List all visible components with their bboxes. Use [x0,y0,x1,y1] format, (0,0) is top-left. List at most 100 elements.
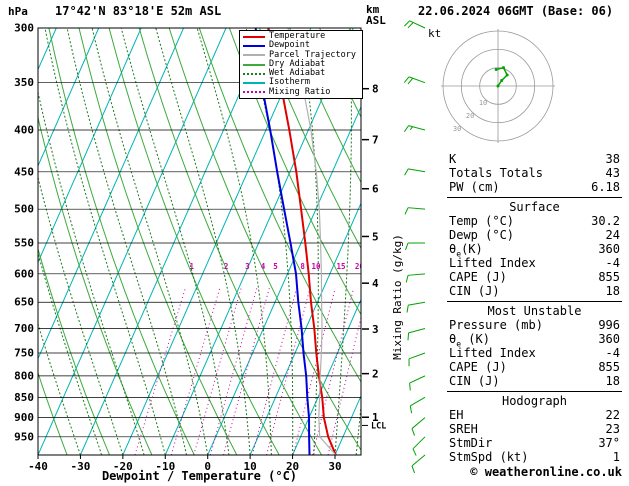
table-row-sreh: SREH 23 [449,422,620,436]
legend-item-label: Temperature [269,31,326,41]
lcl-marker: LCL [362,421,386,431]
station-title: 17°42'N 83°18'E 52m ASL [55,4,222,18]
svg-text:LCL: LCL [371,421,386,431]
svg-text:25: 25 [369,262,378,271]
legend-item-temperature: Temperature [243,31,359,41]
svg-text:800: 800 [14,369,34,382]
svg-text:20: 20 [355,262,365,271]
svg-text:700: 700 [14,322,34,335]
table-row-label: PW (cm) [449,180,500,194]
hodograph: 10 20 30 [441,29,555,143]
table-row-stmspd: StmSpd (kt) 1 [449,450,620,464]
table-section-surface: Surface Temp (°C) 30.2 Dewp (°C) 24 θe(K) 3… [447,197,622,298]
svg-text:20: 20 [466,112,474,120]
legend-item-isotherm: Isotherm [243,78,359,87]
svg-text:350: 350 [14,76,34,89]
svg-text:300: 300 [14,22,34,35]
altitude-unit-km-label: km [366,3,380,16]
table-section-most-unstable: Most Unstable Pressure (mb) 996 θe (K) 360… [447,301,622,388]
svg-text:3: 3 [372,323,379,336]
table-row-value: 43 [605,166,620,180]
svg-text:-10: -10 [155,460,175,473]
svg-text:500: 500 [14,203,34,216]
legend-item-mixing-ratio: Mixing Ratio [243,86,359,97]
legend: Temperature Dewpoint Parcel Trajectory D… [239,30,363,100]
dry-adiabat-line-swatch [243,63,265,66]
datetime-title: 22.06.2024 06GMT (Base: 06) [418,4,614,18]
x-axis-label: Dewpoint / Temperature (°C) [101,469,298,483]
svg-text:550: 550 [14,236,34,249]
credit-footer: © weatheronline.co.uk [470,465,622,479]
table-section-header: Surface [509,200,560,214]
table-row-surface-temp: Temp (°C) 30.2 [449,214,620,228]
table-row-label: Totals Totals [449,166,543,180]
svg-text:8: 8 [372,83,379,96]
hodograph-unit-label: kt [428,27,442,40]
svg-text:-30: -30 [70,460,90,473]
temperature-line-swatch [243,35,265,38]
parcel-line-swatch [243,54,265,57]
table-row-totals-totals: Totals Totals 43 [447,166,622,180]
svg-text:950: 950 [14,430,34,443]
svg-text:30: 30 [453,125,461,133]
table-row-surface-dewp: Dewp (°C) 24 [449,228,620,242]
indices-table: K 38 Totals Totals 43 PW (cm) 6.18 Surface … [447,152,622,464]
table-section-header: Most Unstable [487,304,582,318]
svg-text:10: 10 [244,460,257,473]
svg-text:-40: -40 [28,460,48,473]
svg-text:4: 4 [372,277,379,290]
table-row-eh: EH 22 [449,408,620,422]
legend-item-dewpoint: Dewpoint [243,40,359,50]
plot-frame [37,27,362,456]
svg-text:2: 2 [372,368,379,381]
wet-adiabat-line-swatch [243,72,265,75]
svg-text:-20: -20 [113,460,133,473]
table-row-mu-lifted-index: Lifted Index -4 [449,346,620,360]
legend-item-label: Dry Adiabat [269,58,326,69]
svg-text:900: 900 [14,411,34,424]
dewpoint-line-swatch [243,44,265,47]
svg-text:4: 4 [261,262,266,271]
altitude-unit-asl-label: ASL [366,14,386,27]
svg-text:6: 6 [372,183,379,196]
dewpoint-curve [254,28,311,455]
table-row-k: K 38 [447,152,622,166]
svg-text:5: 5 [372,230,379,243]
table-row-value: 38 [605,152,620,166]
svg-text:400: 400 [14,124,34,137]
table-row-pw: PW (cm) 6.18 [447,180,622,194]
svg-text:10: 10 [311,262,321,271]
svg-text:7: 7 [372,134,379,147]
legend-item-label: Mixing Ratio [269,86,331,97]
table-section-hodograph: Hodograph EH 22 SREH 23 StmDir 37° StmSpd (… [447,391,622,464]
svg-text:450: 450 [14,165,34,178]
table-row-surface-cin: CIN (J) 18 [449,284,620,298]
table-row-surface-theta-e: θe(K) 360 [449,242,620,259]
table-row-mu-cape: CAPE (J) 855 [449,360,620,374]
legend-item-label: Parcel Trajectory [269,49,356,60]
legend-item-label: Wet Adiabat [269,68,326,79]
mixing-ratio-axis-label: Mixing Ratio (g/kg) [391,234,404,360]
svg-text:15: 15 [336,262,345,271]
legend-item-parcel: Parcel Trajectory [243,49,359,60]
svg-text:750: 750 [14,346,34,359]
pressure-unit-label: hPa [8,5,28,18]
svg-text:20: 20 [286,460,299,473]
legend-item-wet-adiabat: Wet Adiabat [243,68,359,79]
parcel-trajectory-curve [287,28,337,455]
table-row-stmdir: StmDir 37° [449,436,620,450]
table-row-mu-pressure: Pressure (mb) 996 [449,318,620,332]
svg-text:2: 2 [224,262,229,271]
mixing-ratio-line-swatch [243,91,265,94]
mixing-ratio-lines: 1 2 3 4 5 8 10 15 20 25 [134,262,378,455]
table-row-label: K [449,152,457,166]
table-row-surface-cape: CAPE (J) 855 [449,270,620,284]
svg-text:650: 650 [14,296,34,309]
svg-text:5: 5 [273,262,278,271]
svg-text:850: 850 [14,391,34,404]
sounding-curves [254,28,337,455]
temperature-axis-ticks: -40 -30 -20 -10 0 10 20 30 [28,455,342,473]
legend-item-label: Isotherm [269,77,310,88]
wind-barbs [403,20,426,474]
